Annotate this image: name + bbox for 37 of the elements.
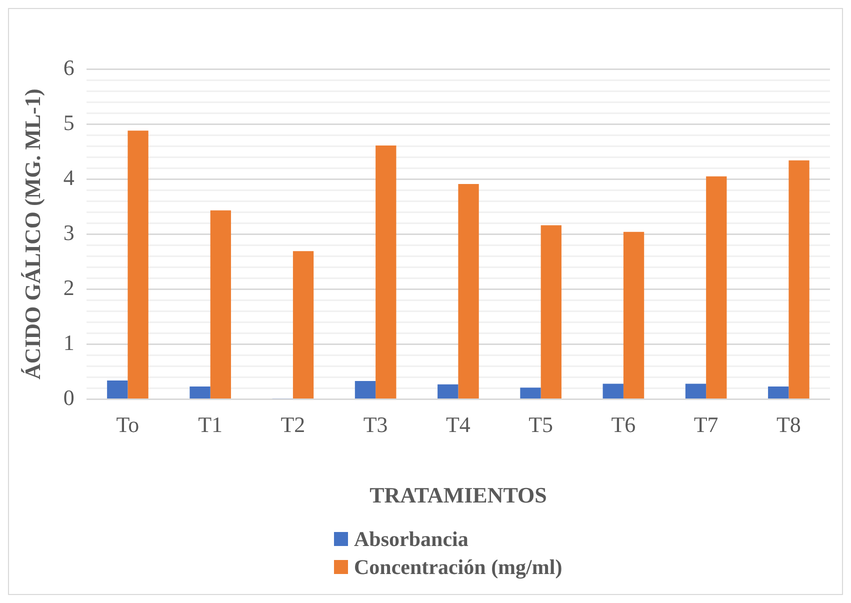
bar: [602, 384, 624, 398]
bar: [788, 160, 810, 398]
y-tick-label: 2: [63, 274, 74, 300]
bar: [520, 388, 541, 398]
bar: [685, 384, 706, 398]
x-tick-label: T5: [528, 412, 554, 438]
x-tick-label: T7: [694, 412, 718, 438]
y-tick-label: 6: [63, 54, 74, 80]
bar: [540, 225, 562, 398]
legend-label: Concentración (mg/ml): [354, 554, 562, 581]
y-axis-title: ÁCIDO GÁLICO (MG. ML-1): [20, 88, 45, 380]
x-tick-label: T6: [611, 412, 636, 438]
x-tick-label: T8: [776, 412, 801, 438]
bar: [706, 176, 727, 398]
bar: [438, 384, 458, 398]
bar: [190, 386, 210, 398]
x-tick-label: T1: [198, 412, 223, 438]
bar: [623, 232, 644, 398]
x-axis-title: TRATAMIENTOS: [370, 482, 547, 508]
x-tick-label: To: [116, 412, 140, 438]
bar: [768, 386, 789, 398]
bar: [376, 145, 396, 398]
bar: [354, 381, 376, 398]
x-tick-label: T3: [363, 412, 388, 438]
x-tick-label: T4: [446, 412, 470, 438]
y-tick-label: 3: [63, 220, 74, 245]
y-tick-label: 0: [63, 384, 74, 410]
bar: [107, 380, 128, 398]
x-tick-label: T2: [280, 412, 306, 438]
bar: [292, 251, 314, 398]
legend-label: Absorbancia: [354, 526, 468, 553]
bar: [458, 184, 479, 398]
bar: [210, 210, 231, 398]
y-tick-label: 4: [63, 164, 74, 190]
y-tick-label: 1: [63, 330, 74, 355]
bar: [128, 130, 148, 398]
y-tick-label: 5: [63, 110, 74, 135]
